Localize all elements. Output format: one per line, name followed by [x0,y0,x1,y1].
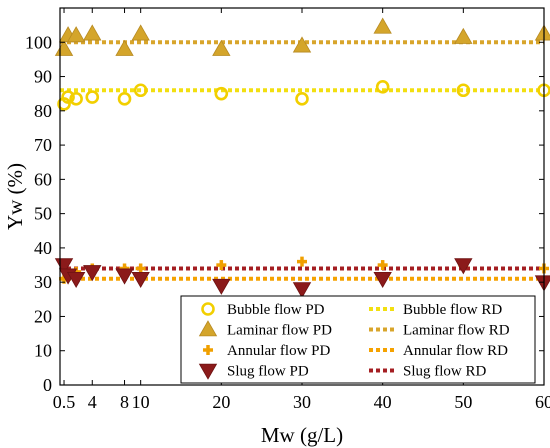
x-tick-label: 60 [535,392,550,412]
legend-item: Bubble flow PD [201,302,325,318]
data-point [135,263,146,274]
legend-item: Annular flow RD [369,343,508,359]
legend-label: Laminar flow RD [403,323,510,339]
data-point [456,83,471,98]
data-point [375,80,390,94]
x-tick-label: 8 [120,392,129,412]
x-tick-label: 30 [293,392,311,412]
plot-area [54,17,550,299]
x-tick-label: 0.5 [53,392,76,412]
data-point [66,26,86,43]
data-point [292,282,312,299]
legend-label: Annular flow PD [227,343,330,359]
x-axis-label: Mw (g/L) [261,423,343,447]
legend-label: Bubble flow RD [403,302,502,318]
legend: Bubble flow PD Laminar flow PD Annular flo… [180,295,536,384]
legend-item: Slug flow PD [198,363,309,380]
legend-marker [201,302,215,316]
data-point [297,256,307,267]
y-tick-label: 100 [25,32,52,52]
y-tick-label: 50 [34,204,52,224]
x-tick-label: 40 [374,392,392,412]
data-point [373,17,392,34]
y-tick-label: 20 [34,306,52,326]
data-point [214,86,229,101]
data-point [212,39,231,56]
series-laminar-flow-pd [54,17,550,56]
data-point [61,90,75,104]
data-point [69,92,83,106]
x-tick-label: 4 [88,392,97,412]
legend-marker [198,363,218,380]
legend-label: Laminar flow PD [227,323,332,339]
data-point [454,258,473,275]
data-point [83,265,102,282]
data-point [133,83,148,98]
data-point [377,260,388,271]
legend-label: Bubble flow PD [227,302,325,318]
legend-item: Bubble flow RD [369,302,502,318]
data-point [83,24,102,41]
y-tick-label: 70 [34,135,52,155]
data-point [115,39,134,56]
data-point [66,271,86,289]
legend-label: Slug flow RD [403,364,487,380]
data-point [295,92,309,106]
data-point [117,92,132,106]
legend-box [180,295,536,384]
y-tick-label: 30 [34,272,52,292]
x-tick-label: 50 [454,392,472,412]
y-tick-label: 80 [34,101,52,121]
legend-label: Slug flow PD [227,364,309,380]
data-point [212,278,231,295]
legend-marker [198,320,218,337]
y-axis-label: Yw (%) [3,163,27,230]
data-point [454,27,473,44]
y-tick-label: 0 [43,375,52,395]
data-point [115,268,134,285]
legend-item: Annular flow PD [203,343,330,359]
data-point [85,90,100,104]
data-point [292,36,312,53]
y-tick-label: 90 [34,67,52,87]
y-tick-label: 10 [34,341,52,361]
legend-item: Laminar flow PD [198,320,332,339]
x-tick-label: 20 [212,392,230,412]
x-tick-label: 10 [132,392,150,412]
data-point [373,271,392,289]
data-point [131,24,150,41]
legend-marker [203,345,213,355]
data-point [131,271,150,289]
y-tick-label: 60 [34,169,52,189]
data-point [216,260,227,271]
y-tick-label: 40 [34,238,52,258]
legend-label: Annular flow RD [403,343,508,359]
legend-item: Slug flow RD [369,364,487,380]
series-bubble-flow-pd [57,80,550,111]
legend-item: Laminar flow RD [369,323,510,339]
